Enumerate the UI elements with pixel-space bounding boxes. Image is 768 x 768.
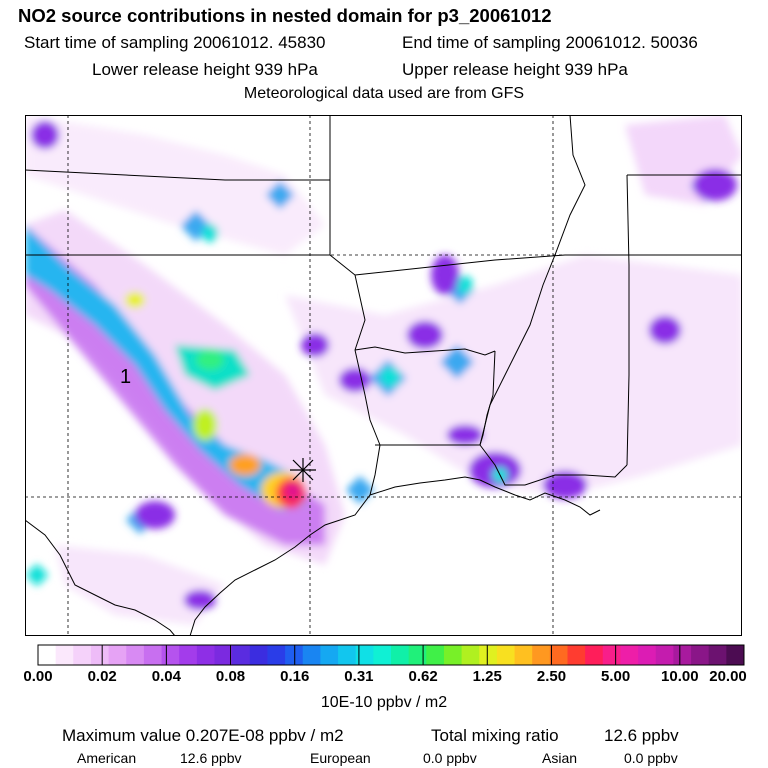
map-border xyxy=(25,115,742,636)
color-swatch xyxy=(161,645,180,665)
grid-lines xyxy=(25,115,742,636)
color-swatch xyxy=(55,645,74,665)
color-swatch xyxy=(143,645,163,665)
color-scale-label: 0.62 xyxy=(408,668,438,685)
color-swatch xyxy=(479,645,498,665)
color-scale-label: 0.31 xyxy=(344,668,374,685)
color-swatch xyxy=(302,645,321,665)
lower-release-height-label: Lower release height 939 hPa xyxy=(92,60,318,79)
total-mixing-ratio-label: Total mixing ratio xyxy=(431,726,559,745)
color-swatch xyxy=(549,645,568,665)
maximum-value-label: Maximum value 0.207E-08 ppbv / m2 xyxy=(62,726,344,745)
upper-release-height-label: Upper release height 939 hPa xyxy=(402,60,628,79)
chart-title: NO2 source contributions in nested domai… xyxy=(18,5,552,26)
color-swatch xyxy=(496,645,516,665)
color-scale-label: 0.04 xyxy=(151,668,181,685)
color-swatch xyxy=(673,645,692,665)
color-swatch xyxy=(338,645,357,665)
color-swatch xyxy=(267,645,286,665)
color-scale-label: 20.00 xyxy=(709,668,747,685)
receptor-star-icon xyxy=(290,458,316,482)
color-scale-label: 5.00 xyxy=(601,668,631,685)
color-swatch xyxy=(232,645,251,665)
color-swatch xyxy=(426,645,445,665)
american-value: 12.6 ppbv xyxy=(180,750,242,766)
color-swatch xyxy=(355,645,374,665)
color-swatch xyxy=(249,645,268,665)
color-swatch xyxy=(691,645,710,665)
color-scale-units: 10E-10 ppbv / m2 xyxy=(320,694,448,711)
color-swatch xyxy=(585,645,604,665)
color-swatch xyxy=(196,645,215,665)
color-swatch xyxy=(126,645,145,665)
color-swatch xyxy=(443,645,463,665)
color-swatch xyxy=(708,645,727,665)
european-value: 0.0 ppbv xyxy=(423,750,477,766)
color-swatch xyxy=(638,645,657,665)
color-swatch xyxy=(214,645,233,665)
color-scale-label: 10.00 xyxy=(661,668,699,685)
color-swatch xyxy=(408,645,427,665)
color-scale-bar xyxy=(37,644,745,671)
color-swatch xyxy=(567,645,586,665)
color-swatch xyxy=(373,645,392,665)
color-scale-label: 0.02 xyxy=(87,668,117,685)
color-scale-label: 2.50 xyxy=(536,668,567,685)
asian-value: 0.0 ppbv xyxy=(624,750,678,766)
color-scale-label: 0.08 xyxy=(215,668,246,685)
color-scale-label: 0.00 xyxy=(23,668,53,685)
total-mixing-ratio-value: 12.6 ppbv xyxy=(604,726,679,745)
color-swatch xyxy=(38,645,57,665)
meteorological-data-note: Meteorological data used are from GFS xyxy=(243,85,525,102)
source-marker-label: 1 xyxy=(120,366,131,388)
color-swatch xyxy=(320,645,339,665)
color-swatch xyxy=(391,645,410,665)
asian-label: Asian xyxy=(542,750,578,766)
american-label: American xyxy=(77,750,137,766)
color-swatch xyxy=(179,645,198,665)
color-scale-border xyxy=(37,644,745,666)
color-swatch xyxy=(461,645,480,665)
end-time-label: End time of sampling 20061012. 50036 xyxy=(402,33,698,52)
color-swatch xyxy=(90,645,110,665)
color-swatch xyxy=(602,645,621,665)
color-swatch xyxy=(108,645,127,665)
color-swatch xyxy=(655,645,674,665)
color-swatch xyxy=(73,645,92,665)
start-time-label: Start time of sampling 20061012. 45830 xyxy=(24,33,326,52)
map-panel: 1 xyxy=(25,115,742,636)
color-swatch xyxy=(620,645,639,665)
color-swatch xyxy=(726,645,745,665)
color-scale-label: 1.25 xyxy=(472,668,502,685)
color-swatch xyxy=(532,645,551,665)
european-label: European xyxy=(310,750,371,766)
color-scale-label: 0.16 xyxy=(280,668,310,685)
color-swatch xyxy=(514,645,533,665)
color-swatch xyxy=(285,645,304,665)
